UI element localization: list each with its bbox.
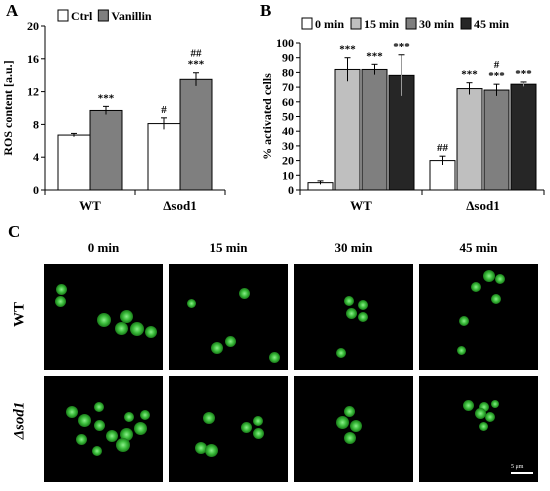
y-tick-label: 30 — [282, 139, 294, 153]
y-tick-label: 80 — [282, 65, 294, 79]
y-tick-label: 12 — [27, 85, 39, 99]
micrograph-sod1-15min — [169, 376, 288, 482]
y-tick-label: 0 — [33, 183, 39, 197]
significance-marker: *** — [366, 50, 383, 62]
col-title-0min: 0 min — [87, 240, 120, 255]
legend-swatch-vanillin — [97, 9, 109, 22]
panel-label-b: B — [260, 1, 271, 20]
y-tick-label: 4 — [33, 150, 39, 164]
category-label-0: WT — [79, 198, 101, 213]
col-title-45min: 45 min — [459, 240, 498, 255]
micrograph-sod1-0min — [44, 376, 163, 482]
micrograph-wt-45min — [419, 264, 538, 370]
micrograph-wt-15min — [169, 264, 288, 370]
bar-0-min-1 — [429, 160, 456, 191]
significance-marker: ## — [191, 48, 203, 60]
legend-swatch-ctrl — [57, 9, 69, 22]
legend-swatch-30-min — [405, 17, 417, 30]
category-label-1: Δsod1 — [466, 198, 499, 213]
bar-ctrl-0 — [57, 134, 91, 191]
significance-marker: # — [161, 104, 167, 116]
legend-label-vanillin: Vanillin — [111, 9, 152, 23]
micrograph-sod1-45min: 5 μm — [419, 376, 538, 482]
significance-marker: ## — [437, 142, 449, 154]
y-tick-label: 60 — [282, 95, 294, 109]
significance-marker: *** — [98, 92, 115, 104]
scale-bar-label: 5 μm — [511, 464, 524, 470]
micrograph-wt-0min — [44, 264, 163, 370]
significance-marker: *** — [515, 68, 532, 80]
y-tick-label: 8 — [33, 117, 39, 131]
legend-label-15-min: 15 min — [364, 17, 399, 31]
y-tick-label: 0 — [288, 183, 294, 197]
y-tick-label: 40 — [282, 124, 294, 138]
y-tick-label: 90 — [282, 51, 294, 65]
legend-label-ctrl: Ctrl — [71, 9, 93, 23]
significance-marker: *** — [188, 59, 205, 71]
significance-marker: # — [494, 59, 500, 71]
y-tick-label: 100 — [276, 36, 294, 50]
bar-15-min-0 — [334, 68, 361, 191]
col-title-15min: 15 min — [209, 240, 248, 255]
legend-label-0-min: 0 min — [315, 17, 344, 31]
legend-swatch-45-min — [460, 17, 472, 30]
bar-30-min-0 — [361, 68, 388, 191]
legend-swatch-15-min — [350, 17, 362, 30]
row-title-sod1: Δsod1 — [11, 401, 28, 440]
y-tick-label: 20 — [27, 19, 39, 33]
y-tick-label: 70 — [282, 80, 294, 94]
y-axis-label: ROS content [a.u.] — [1, 60, 15, 155]
micrograph-wt-30min — [294, 264, 413, 370]
significance-marker: *** — [339, 44, 356, 56]
significance-marker: *** — [393, 41, 410, 53]
bar-vanillin-0 — [89, 109, 123, 191]
bar-vanillin-1 — [179, 78, 213, 191]
scale-bar — [511, 472, 533, 474]
y-tick-label: 50 — [282, 110, 294, 124]
bar-30-min-1 — [483, 89, 510, 191]
y-tick-label: 10 — [282, 168, 294, 182]
micrograph-sod1-30min — [294, 376, 413, 482]
significance-marker: *** — [461, 69, 478, 81]
category-label-1: Δsod1 — [163, 198, 196, 213]
row-title-wt: WT — [11, 302, 28, 328]
legend-label-30-min: 30 min — [419, 17, 454, 31]
category-label-0: WT — [350, 198, 372, 213]
panel-label-a: A — [6, 1, 19, 20]
bar-15-min-1 — [456, 88, 483, 191]
legend-label-45-min: 45 min — [474, 17, 509, 31]
y-tick-label: 20 — [282, 154, 294, 168]
legend-swatch-0-min — [301, 17, 313, 30]
y-axis-label: % activated cells — [260, 73, 274, 160]
bar-ctrl-1 — [147, 123, 181, 191]
bar-45-min-1 — [510, 83, 537, 191]
significance-marker: *** — [488, 70, 505, 82]
col-title-30min: 30 min — [334, 240, 373, 255]
panel-c-label: C — [8, 222, 21, 241]
y-tick-label: 16 — [27, 52, 39, 66]
